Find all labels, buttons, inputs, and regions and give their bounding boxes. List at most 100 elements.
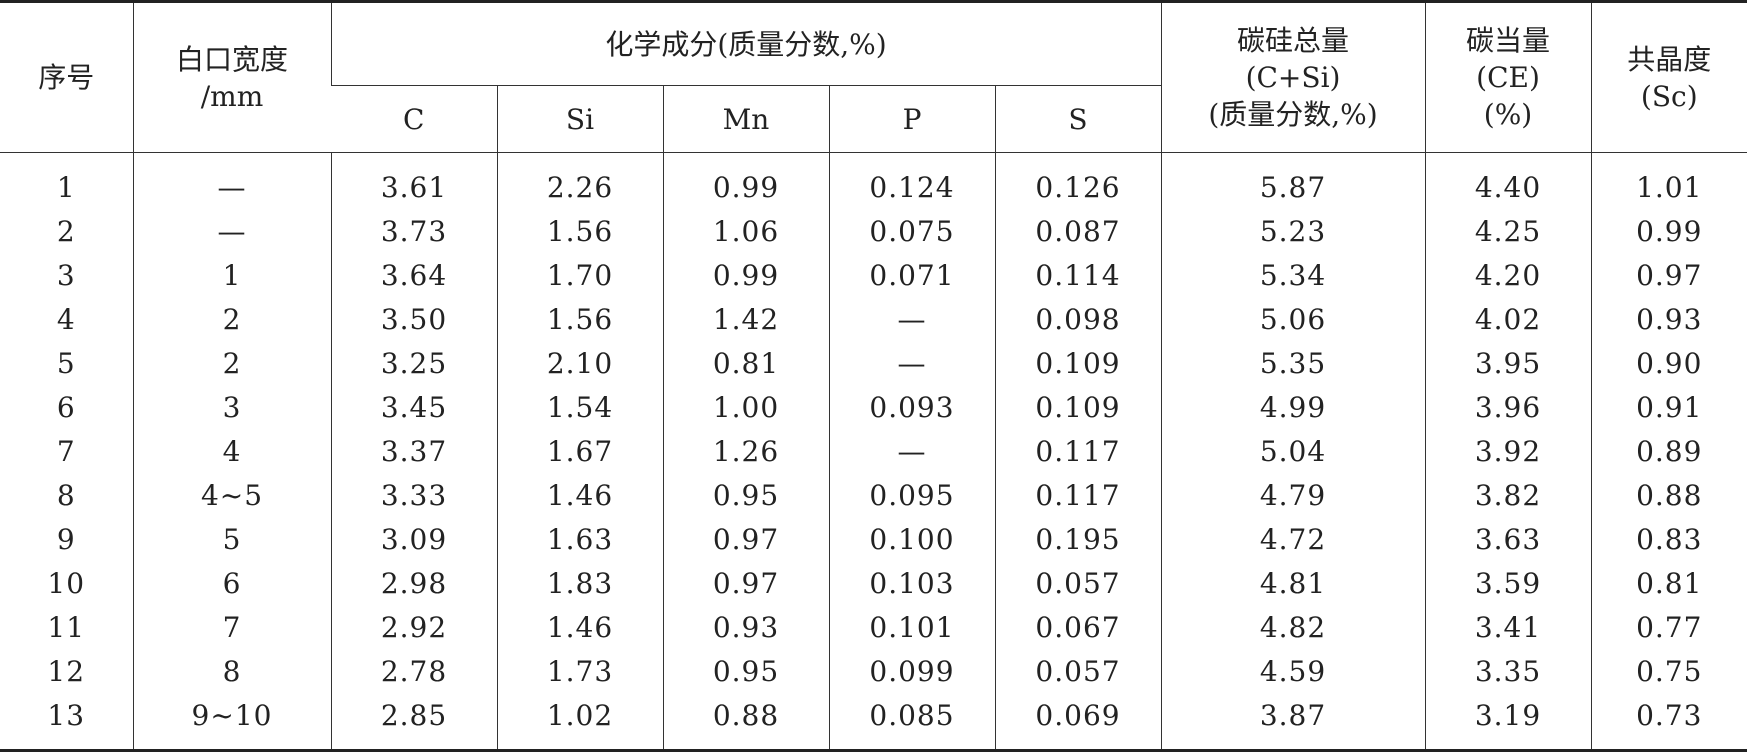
cell-mn: 0.95 bbox=[662, 473, 829, 517]
cell-cs-total: 5.04 bbox=[1160, 429, 1426, 473]
cell-mn: 0.93 bbox=[662, 605, 829, 649]
cell-s: 0.117 bbox=[994, 429, 1162, 473]
cell-c: 3.64 bbox=[330, 253, 497, 297]
cell-s: 0.098 bbox=[994, 297, 1162, 341]
cell-s: 0.117 bbox=[994, 473, 1162, 517]
cell-mn: 1.06 bbox=[662, 209, 829, 253]
cell-si: 1.63 bbox=[496, 517, 663, 561]
cell-ce: 4.25 bbox=[1424, 209, 1592, 253]
cell-s: 0.087 bbox=[994, 209, 1162, 253]
cell-white-width: 6 bbox=[132, 561, 331, 605]
table-row: 6 3 3.45 1.54 1.00 0.093 0.109 4.99 3.96 0.91 bbox=[0, 385, 1747, 429]
header-element-p: P bbox=[828, 85, 995, 153]
cell-si: 1.54 bbox=[496, 385, 663, 429]
cell-sc: 0.83 bbox=[1590, 517, 1747, 561]
cell-s: 0.195 bbox=[994, 517, 1162, 561]
cell-sc: 0.97 bbox=[1590, 253, 1747, 297]
table-row: 12 8 2.78 1.73 0.95 0.099 0.057 4.59 3.35 0.75 bbox=[0, 649, 1747, 693]
table-row: 13 9~10 2.85 1.02 0.88 0.085 0.069 3.87 3.19 0.73 bbox=[0, 693, 1747, 752]
cell-p: — bbox=[828, 341, 995, 385]
cell-index: 13 bbox=[0, 693, 133, 752]
cell-white-width: 9~10 bbox=[132, 693, 331, 752]
cell-sc: 0.99 bbox=[1590, 209, 1747, 253]
cell-si: 1.56 bbox=[496, 297, 663, 341]
cell-ce: 3.63 bbox=[1424, 517, 1592, 561]
cell-s: 0.069 bbox=[994, 693, 1162, 752]
cell-white-width: — bbox=[132, 152, 331, 209]
cell-c: 3.37 bbox=[330, 429, 497, 473]
table-row: 3 1 3.64 1.70 0.99 0.071 0.114 5.34 4.20 0.97 bbox=[0, 253, 1747, 297]
cell-p: 0.093 bbox=[828, 385, 995, 429]
cell-cs-total: 4.82 bbox=[1160, 605, 1426, 649]
cell-c: 3.73 bbox=[330, 209, 497, 253]
cell-si: 1.67 bbox=[496, 429, 663, 473]
cell-mn: 1.00 bbox=[662, 385, 829, 429]
cell-cs-total: 4.79 bbox=[1160, 473, 1426, 517]
cell-si: 2.10 bbox=[496, 341, 663, 385]
cell-cs-total: 5.87 bbox=[1160, 152, 1426, 209]
cell-white-width: 4~5 bbox=[132, 473, 331, 517]
cell-mn: 0.99 bbox=[662, 253, 829, 297]
cell-ce: 4.20 bbox=[1424, 253, 1592, 297]
table-row: 1 —3.61 2.26 0.99 0.124 0.126 5.87 4.40 1.01 bbox=[0, 152, 1747, 209]
cell-cs-total: 4.99 bbox=[1160, 385, 1426, 429]
cell-sc: 0.90 bbox=[1590, 341, 1747, 385]
cell-p: 0.103 bbox=[828, 561, 995, 605]
cell-s: 0.114 bbox=[994, 253, 1162, 297]
cell-index: 1 bbox=[56, 170, 76, 204]
header-white-width: 白口宽度 /mm bbox=[132, 0, 331, 153]
table-row: 7 4 3.37 1.67 1.26—0.117 5.04 3.92 0.89 bbox=[0, 429, 1747, 473]
header-white-width-unit: /mm bbox=[200, 79, 264, 113]
table-row: 10 6 2.98 1.83 0.97 0.103 0.057 4.81 3.59 0.81 bbox=[0, 561, 1747, 605]
cell-ce: 3.95 bbox=[1424, 341, 1592, 385]
header-carbon-equivalent: 碳当量 (CE) (%) bbox=[1424, 0, 1592, 153]
cell-white-width: — bbox=[132, 209, 331, 253]
cell-p: — bbox=[828, 297, 995, 341]
cell-white-width: 4 bbox=[132, 429, 331, 473]
cell-sc: 0.88 bbox=[1590, 473, 1747, 517]
header-chem-group: 化学成分(质量分数,%) bbox=[330, 0, 1162, 86]
cell-sc: 0.77 bbox=[1590, 605, 1747, 649]
cell-p: 0.099 bbox=[828, 649, 995, 693]
cell-c: 2.78 bbox=[330, 649, 497, 693]
cell-cs-total: 4.72 bbox=[1160, 517, 1426, 561]
cell-cs-total: 4.81 bbox=[1160, 561, 1426, 605]
cell-c: 3.61 bbox=[330, 152, 497, 209]
cell-s: 0.109 bbox=[994, 341, 1162, 385]
header-ce-line2: (CE) bbox=[1476, 61, 1540, 94]
header-element-s: S bbox=[994, 85, 1162, 153]
cell-s: 0.067 bbox=[994, 605, 1162, 649]
header-element-c: C bbox=[331, 85, 497, 153]
table-row: 9 5 3.09 1.63 0.97 0.100 0.195 4.72 3.63 0.83 bbox=[0, 517, 1747, 561]
cell-c: 2.92 bbox=[330, 605, 497, 649]
cell-p: 0.071 bbox=[828, 253, 995, 297]
cell-index: 4 bbox=[56, 302, 76, 336]
cell-si: 1.70 bbox=[496, 253, 663, 297]
cell-sc: 0.89 bbox=[1590, 429, 1747, 473]
cell-c: 2.85 bbox=[330, 693, 497, 752]
cell-p: 0.100 bbox=[828, 517, 995, 561]
header-ce-line3: (%) bbox=[1483, 98, 1533, 131]
cell-white-width: 7 bbox=[132, 605, 331, 649]
cell-ce: 4.40 bbox=[1424, 152, 1592, 209]
cell-si: 1.46 bbox=[496, 473, 663, 517]
cell-sc: 0.73 bbox=[1590, 693, 1747, 752]
cell-ce: 3.92 bbox=[1424, 429, 1592, 473]
cell-cs-total: 3.87 bbox=[1160, 693, 1426, 752]
header-eutectic-degree: 共晶度 (Sc) bbox=[1590, 0, 1747, 153]
cell-cs-total: 5.34 bbox=[1160, 253, 1426, 297]
cell-p: 0.075 bbox=[828, 209, 995, 253]
cell-white-width: 2 bbox=[132, 341, 331, 385]
cell-mn: 0.81 bbox=[662, 341, 829, 385]
cell-index: 3 bbox=[56, 258, 76, 292]
cell-c: 3.09 bbox=[330, 517, 497, 561]
cell-s: 0.126 bbox=[994, 152, 1162, 209]
cell-index: 2 bbox=[56, 214, 76, 248]
header-sc-line1: 共晶度 bbox=[1627, 42, 1712, 76]
cell-mn: 0.88 bbox=[662, 693, 829, 752]
cell-sc: 0.81 bbox=[1590, 561, 1747, 605]
cell-white-width: 3 bbox=[132, 385, 331, 429]
cell-si: 2.26 bbox=[496, 152, 663, 209]
cell-c: 2.98 bbox=[330, 561, 497, 605]
